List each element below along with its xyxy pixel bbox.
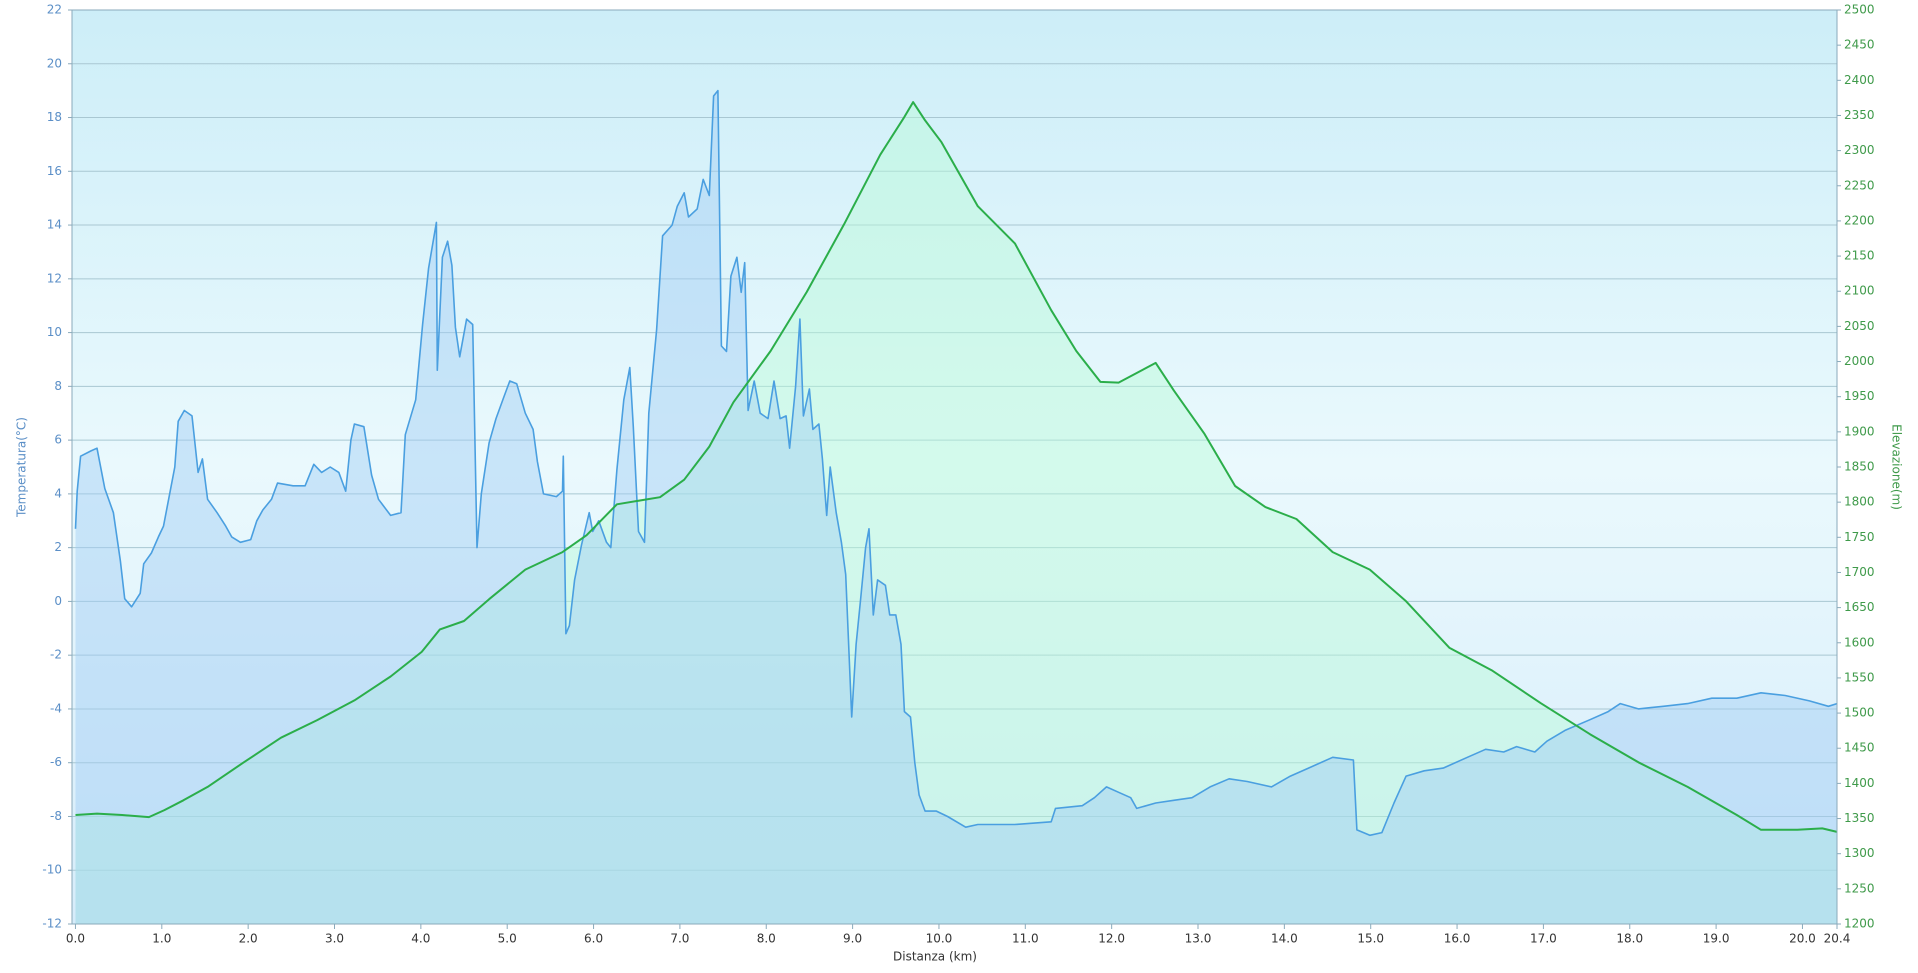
x-tick-label: 5.0 (498, 932, 517, 946)
y-tick-label: 8 (54, 379, 62, 393)
line (74, 89, 1838, 837)
y2-tick-label: 2250 (1844, 178, 1875, 192)
y2-tick-label: 2150 (1844, 249, 1875, 263)
y2-tick-label: 1900 (1844, 424, 1875, 438)
x-tick-label: 2.0 (239, 932, 258, 946)
x-tick-label: 8.0 (757, 932, 776, 946)
y2-tick-label: 2500 (1844, 3, 1875, 17)
y2-tick-label: 1700 (1844, 565, 1875, 579)
y-tick-label: -4 (50, 701, 62, 715)
y-tick-label: 18 (47, 110, 62, 124)
x-tick-label: 9.0 (843, 932, 862, 946)
y2-tick-label: 1850 (1844, 460, 1875, 474)
y2-axis-label: Elevazione(m) (1890, 424, 1904, 510)
x-tick-label: 3.0 (325, 932, 344, 946)
y-tick-label: 22 (47, 3, 62, 17)
x-tick-label: 6.0 (584, 932, 603, 946)
y-tick-label: 20 (47, 56, 62, 70)
area (75, 102, 1837, 925)
x-tick-label: 13.0 (1185, 932, 1212, 946)
y2-tick-label: 1250 (1844, 881, 1875, 895)
y-tick-label: 6 (54, 433, 62, 447)
y-tick-label: 4 (54, 486, 62, 500)
x-tick-label: 11.0 (1012, 932, 1039, 946)
x-tick-label: 0.0 (66, 932, 85, 946)
x-tick-label: 12.0 (1098, 932, 1125, 946)
y-tick-label: -10 (42, 863, 62, 877)
y-tick-label: -8 (50, 809, 62, 823)
y2-tick-label: 2050 (1844, 319, 1875, 333)
x-axis-label: Distanza (km) (893, 950, 977, 964)
y2-tick-label: 2450 (1844, 38, 1875, 52)
y-tick-label: 0 (54, 594, 62, 608)
y-tick-label: -12 (42, 917, 62, 931)
x-tick-label: 20.0 (1789, 932, 1816, 946)
y2-tick-label: 1550 (1844, 670, 1875, 684)
y2-tick-label: 1500 (1844, 706, 1875, 720)
y-tick-label: 12 (47, 271, 62, 285)
y2-tick-label: 2300 (1844, 143, 1875, 157)
x-tick-label: 19.0 (1703, 932, 1730, 946)
y2-tick-label: 1400 (1844, 776, 1875, 790)
y2-tick-label: 2200 (1844, 213, 1875, 227)
y2-tick-label: 1300 (1844, 846, 1875, 860)
y2-tick-label: 2100 (1844, 284, 1875, 298)
y2-tick-label: 1600 (1844, 635, 1875, 649)
y-tick-label: 16 (47, 164, 62, 178)
line (75, 101, 1838, 833)
area (75, 90, 1837, 925)
x-tick-label: 14.0 (1271, 932, 1298, 946)
x-tick-label: 10.0 (926, 932, 953, 946)
y2-tick-label: 2000 (1844, 354, 1875, 368)
x-tick-label: 20.4 (1824, 932, 1851, 946)
x-tick-label: 17.0 (1530, 932, 1557, 946)
x-tick-label: 18.0 (1616, 932, 1643, 946)
x-tick-label: 16.0 (1444, 932, 1471, 946)
x-tick-label: 7.0 (670, 932, 689, 946)
y2-tick-label: 1950 (1844, 389, 1875, 403)
plot-background (72, 10, 1837, 924)
y2-tick-label: 1350 (1844, 811, 1875, 825)
y-tick-label: -6 (50, 755, 62, 769)
x-tick-label: 15.0 (1357, 932, 1384, 946)
y2-tick-label: 1650 (1844, 600, 1875, 614)
y-tick-label: 14 (47, 218, 62, 232)
y2-tick-label: 2400 (1844, 73, 1875, 87)
y2-tick-label: 1200 (1844, 917, 1875, 931)
y2-tick-label: 2350 (1844, 108, 1875, 122)
y-tick-label: -2 (50, 648, 62, 662)
y-tick-label: 2 (54, 540, 62, 554)
y2-tick-label: 1450 (1844, 741, 1875, 755)
y-axis-label: Temperatura(°C) (15, 417, 29, 518)
x-tick-label: 1.0 (152, 932, 171, 946)
y2-tick-label: 1750 (1844, 530, 1875, 544)
plot-layer (72, 9, 1838, 925)
y-tick-label: 10 (47, 325, 62, 339)
x-tick-label: 4.0 (411, 932, 430, 946)
y2-tick-label: 1800 (1844, 495, 1875, 509)
